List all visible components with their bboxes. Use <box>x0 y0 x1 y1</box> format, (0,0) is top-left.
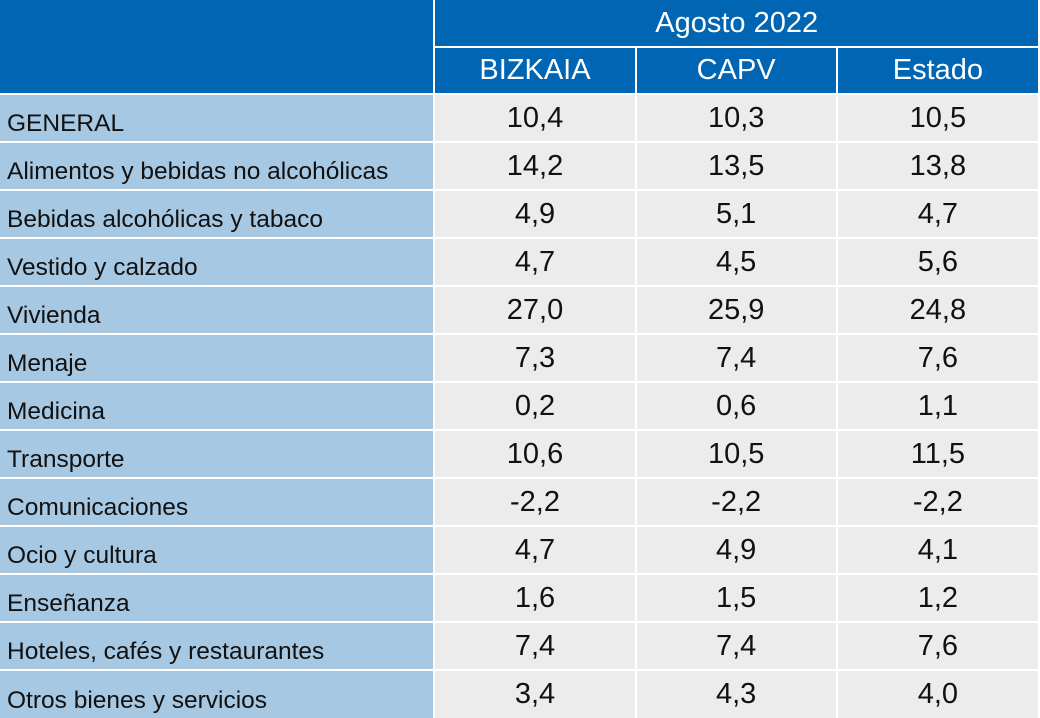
cell-value-capv: 13,5 <box>634 141 837 190</box>
table-header: Agosto 2022 BIZKAIA CAPV Estado <box>0 0 1038 95</box>
table-row: Vestido y calzado 4,7 4,5 5,6 <box>0 237 1038 286</box>
row-label: Ocio y cultura <box>0 525 435 574</box>
table-row: Transporte 10,6 10,5 11,5 <box>0 429 1038 478</box>
cell-value-bizkaia: 4,9 <box>433 189 636 238</box>
cell-value-capv: 25,9 <box>634 285 837 334</box>
row-label: Alimentos y bebidas no alcohólicas <box>0 141 435 190</box>
row-label: Enseñanza <box>0 573 435 622</box>
table-row: Enseñanza 1,6 1,5 1,2 <box>0 573 1038 622</box>
row-label: Medicina <box>0 381 435 430</box>
cell-value-capv: 4,3 <box>634 669 837 718</box>
row-label: Comunicaciones <box>0 477 435 526</box>
column-header-capv: CAPV <box>634 47 837 94</box>
table-row: Otros bienes y servicios 3,4 4,3 4,0 <box>0 669 1038 718</box>
cell-value-bizkaia: -2,2 <box>433 477 636 526</box>
cell-value-estado: 7,6 <box>835 621 1038 670</box>
cell-value-bizkaia: 4,7 <box>433 525 636 574</box>
cell-value-bizkaia: 0,2 <box>433 381 636 430</box>
row-label: Menaje <box>0 333 435 382</box>
table-row: Comunicaciones -2,2 -2,2 -2,2 <box>0 477 1038 526</box>
row-label: Bebidas alcohólicas y tabaco <box>0 189 435 238</box>
table-row: Vivienda 27,0 25,9 24,8 <box>0 285 1038 334</box>
cell-value-capv: 4,5 <box>634 237 837 286</box>
cell-value-estado: 24,8 <box>835 285 1038 334</box>
cell-value-estado: 4,7 <box>835 189 1038 238</box>
cell-value-capv: 1,5 <box>634 573 837 622</box>
table-row: Alimentos y bebidas no alcohólicas 14,2 13… <box>0 141 1038 190</box>
cell-value-estado: 4,1 <box>835 525 1038 574</box>
table-row: Menaje 7,3 7,4 7,6 <box>0 333 1038 382</box>
period-header: Agosto 2022 <box>433 0 1038 48</box>
cell-value-estado: 10,5 <box>835 93 1038 142</box>
header-corner-cell <box>0 0 435 95</box>
table-row: Bebidas alcohólicas y tabaco 4,9 5,1 4,7 <box>0 189 1038 238</box>
cell-value-capv: -2,2 <box>634 477 837 526</box>
row-label: Vivienda <box>0 285 435 334</box>
table-row: GENERAL 10,4 10,3 10,5 <box>0 93 1038 142</box>
column-header-estado: Estado <box>835 47 1038 94</box>
row-label: GENERAL <box>0 93 435 142</box>
cell-value-estado: 5,6 <box>835 237 1038 286</box>
cell-value-bizkaia: 7,4 <box>433 621 636 670</box>
cell-value-capv: 7,4 <box>634 621 837 670</box>
cell-value-capv: 5,1 <box>634 189 837 238</box>
cell-value-bizkaia: 10,6 <box>433 429 636 478</box>
cell-value-capv: 10,5 <box>634 429 837 478</box>
cell-value-estado: 1,1 <box>835 381 1038 430</box>
header-row-period: Agosto 2022 <box>0 0 1038 95</box>
cell-value-bizkaia: 14,2 <box>433 141 636 190</box>
cell-value-capv: 4,9 <box>634 525 837 574</box>
table-row: Hoteles, cafés y restaurantes 7,4 7,4 7,6 <box>0 621 1038 670</box>
table-body: GENERAL 10,4 10,3 10,5 Alimentos y bebidas n… <box>0 93 1038 718</box>
cell-value-bizkaia: 10,4 <box>433 93 636 142</box>
row-label: Hoteles, cafés y restaurantes <box>0 621 435 670</box>
cell-value-bizkaia: 1,6 <box>433 573 636 622</box>
cell-value-estado: 1,2 <box>835 573 1038 622</box>
cell-value-capv: 0,6 <box>634 381 837 430</box>
cell-value-bizkaia: 27,0 <box>433 285 636 334</box>
row-label: Otros bienes y servicios <box>0 669 435 718</box>
cell-value-capv: 7,4 <box>634 333 837 382</box>
row-label: Transporte <box>0 429 435 478</box>
cell-value-estado: 13,8 <box>835 141 1038 190</box>
cell-value-estado: -2,2 <box>835 477 1038 526</box>
cell-value-capv: 10,3 <box>634 93 837 142</box>
cell-value-estado: 11,5 <box>835 429 1038 478</box>
cell-value-estado: 7,6 <box>835 333 1038 382</box>
column-header-bizkaia: BIZKAIA <box>433 47 636 94</box>
cell-value-estado: 4,0 <box>835 669 1038 718</box>
header-row-regions: BIZKAIA CAPV Estado <box>0 47 1038 94</box>
row-label: Vestido y calzado <box>0 237 435 286</box>
table-row: Medicina 0,2 0,6 1,1 <box>0 381 1038 430</box>
cell-value-bizkaia: 4,7 <box>433 237 636 286</box>
cell-value-bizkaia: 3,4 <box>433 669 636 718</box>
table-row: Ocio y cultura 4,7 4,9 4,1 <box>0 525 1038 574</box>
cell-value-bizkaia: 7,3 <box>433 333 636 382</box>
